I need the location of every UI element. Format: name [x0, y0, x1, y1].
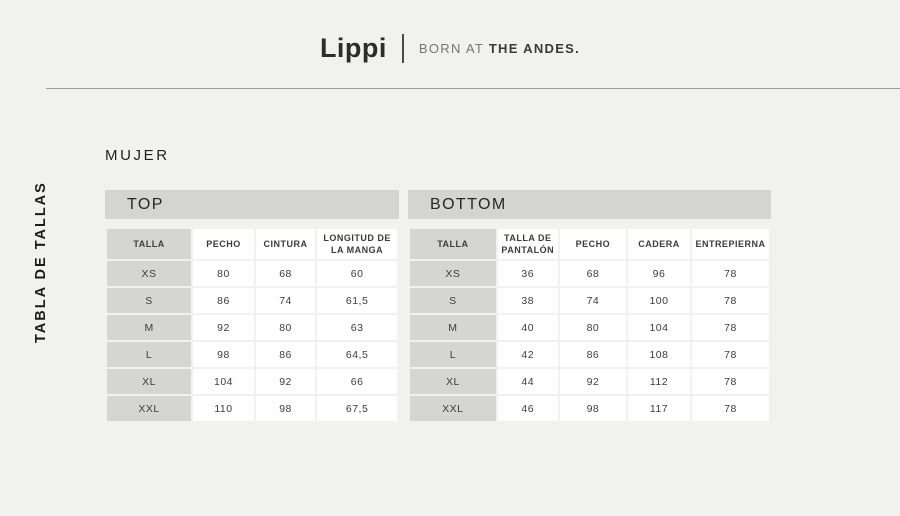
- column-header: LONGITUD DE LA MANGA: [315, 227, 399, 261]
- table-row: XS 80 68 60: [104, 259, 399, 288]
- measure-value-cell: 42: [495, 340, 560, 369]
- table-row: M 40 80 104 78: [408, 313, 772, 342]
- measure-value-cell: 104: [626, 313, 692, 342]
- column-header-talla: TALLA: [104, 227, 194, 261]
- measure-value-cell: 60: [315, 259, 399, 288]
- measure-value-cell: 78: [689, 340, 772, 369]
- top-table-title: TOP: [105, 190, 399, 219]
- measure-value-cell: 68: [557, 259, 629, 288]
- measure-value-cell: 86: [253, 340, 318, 369]
- size-label-cell: S: [408, 286, 498, 315]
- table-row: S 86 74 61,5: [104, 286, 399, 315]
- top-size-table: TALLA PECHO CINTURA LONGITUD DE LA MANGA XS 8…: [104, 227, 399, 423]
- size-label-cell: XS: [104, 259, 194, 288]
- size-label-cell: XXL: [408, 394, 498, 423]
- measure-value-cell: 66: [315, 367, 399, 396]
- measure-value-cell: 108: [626, 340, 692, 369]
- measure-value-cell: 74: [557, 286, 629, 315]
- bottom-size-table-group: BOTTOM TALLA TALLA DE PANTALÓN PECHO CADERA…: [408, 190, 772, 423]
- table-header-row: TALLA TALLA DE PANTALÓN PECHO CADERA ENTREPI…: [408, 227, 772, 261]
- column-header-talla: TALLA: [408, 227, 498, 261]
- table-row: S 38 74 100 78: [408, 286, 772, 315]
- size-label-cell: M: [104, 313, 194, 342]
- size-label-cell: XXL: [104, 394, 194, 423]
- measure-value-cell: 80: [557, 313, 629, 342]
- measure-value-cell: 68: [253, 259, 318, 288]
- size-label-cell: XL: [104, 367, 194, 396]
- logo-divider: [401, 34, 404, 63]
- measure-value-cell: 46: [495, 394, 560, 423]
- table-row: XL 44 92 112 78: [408, 367, 772, 396]
- measure-value-cell: 117: [626, 394, 692, 423]
- table-row: L 42 86 108 78: [408, 340, 772, 369]
- measure-value-cell: 78: [689, 313, 772, 342]
- column-header: TALLA DE PANTALÓN: [495, 227, 560, 261]
- bottom-table-title: BOTTOM: [408, 190, 771, 219]
- size-label-cell: S: [104, 286, 194, 315]
- site-header: Lippi BORN AT THE ANDES.: [0, 34, 900, 63]
- size-label-cell: XS: [408, 259, 498, 288]
- top-size-table-group: TOP TALLA PECHO CINTURA LONGITUD DE LA MANG…: [104, 190, 399, 423]
- vertical-page-title: TABLA DE TALLAS: [33, 181, 49, 343]
- measure-value-cell: 78: [689, 286, 772, 315]
- measure-value-cell: 44: [495, 367, 560, 396]
- header-divider-line: [46, 88, 900, 89]
- measure-value-cell: 86: [191, 286, 256, 315]
- measure-value-cell: 110: [191, 394, 256, 423]
- lippi-logo: Lippi: [319, 33, 387, 63]
- column-header: PECHO: [191, 227, 256, 261]
- size-label-cell: M: [408, 313, 498, 342]
- table-row: XL 104 92 66: [104, 367, 399, 396]
- column-header: ENTREPIERNA: [689, 227, 772, 261]
- tagline-the-andes: THE ANDES.: [488, 41, 581, 56]
- column-header: PECHO: [557, 227, 629, 261]
- column-header: CINTURA: [253, 227, 318, 261]
- measure-value-cell: 78: [689, 259, 772, 288]
- measure-value-cell: 86: [557, 340, 629, 369]
- measure-value-cell: 78: [689, 394, 772, 423]
- measure-value-cell: 36: [495, 259, 560, 288]
- measure-value-cell: 74: [253, 286, 318, 315]
- measure-value-cell: 96: [626, 259, 692, 288]
- measure-value-cell: 40: [495, 313, 560, 342]
- measure-value-cell: 98: [253, 394, 318, 423]
- measure-value-cell: 64,5: [315, 340, 399, 369]
- measure-value-cell: 92: [191, 313, 256, 342]
- measure-value-cell: 98: [557, 394, 629, 423]
- measure-value-cell: 92: [557, 367, 629, 396]
- measure-value-cell: 100: [626, 286, 692, 315]
- size-label-cell: L: [104, 340, 194, 369]
- measure-value-cell: 78: [689, 367, 772, 396]
- tables-container: TOP TALLA PECHO CINTURA LONGITUD DE LA MANG…: [104, 190, 772, 423]
- measure-value-cell: 67,5: [315, 394, 399, 423]
- section-title-mujer: MUJER: [105, 147, 170, 164]
- measure-value-cell: 104: [191, 367, 256, 396]
- measure-value-cell: 112: [626, 367, 692, 396]
- measure-value-cell: 80: [191, 259, 256, 288]
- measure-value-cell: 80: [253, 313, 318, 342]
- measure-value-cell: 63: [315, 313, 399, 342]
- measure-value-cell: 92: [253, 367, 318, 396]
- size-chart-content: MUJER TOP TALLA PECHO CINTURA LONGITUD DE L…: [104, 147, 772, 423]
- measure-value-cell: 61,5: [315, 286, 399, 315]
- size-label-cell: L: [408, 340, 498, 369]
- size-label-cell: XL: [408, 367, 498, 396]
- table-row: M 92 80 63: [104, 313, 399, 342]
- bottom-size-table: TALLA TALLA DE PANTALÓN PECHO CADERA ENTREPI…: [408, 227, 772, 423]
- table-row: XS 36 68 96 78: [408, 259, 772, 288]
- table-row: XXL 110 98 67,5: [104, 394, 399, 423]
- brand-tagline: BORN AT THE ANDES.: [419, 41, 580, 56]
- measure-value-cell: 98: [191, 340, 256, 369]
- tagline-born-at: BORN AT: [418, 41, 484, 56]
- column-header: CADERA: [626, 227, 692, 261]
- table-header-row: TALLA PECHO CINTURA LONGITUD DE LA MANGA: [104, 227, 399, 261]
- table-row: L 98 86 64,5: [104, 340, 399, 369]
- measure-value-cell: 38: [495, 286, 560, 315]
- table-row: XXL 46 98 117 78: [408, 394, 772, 423]
